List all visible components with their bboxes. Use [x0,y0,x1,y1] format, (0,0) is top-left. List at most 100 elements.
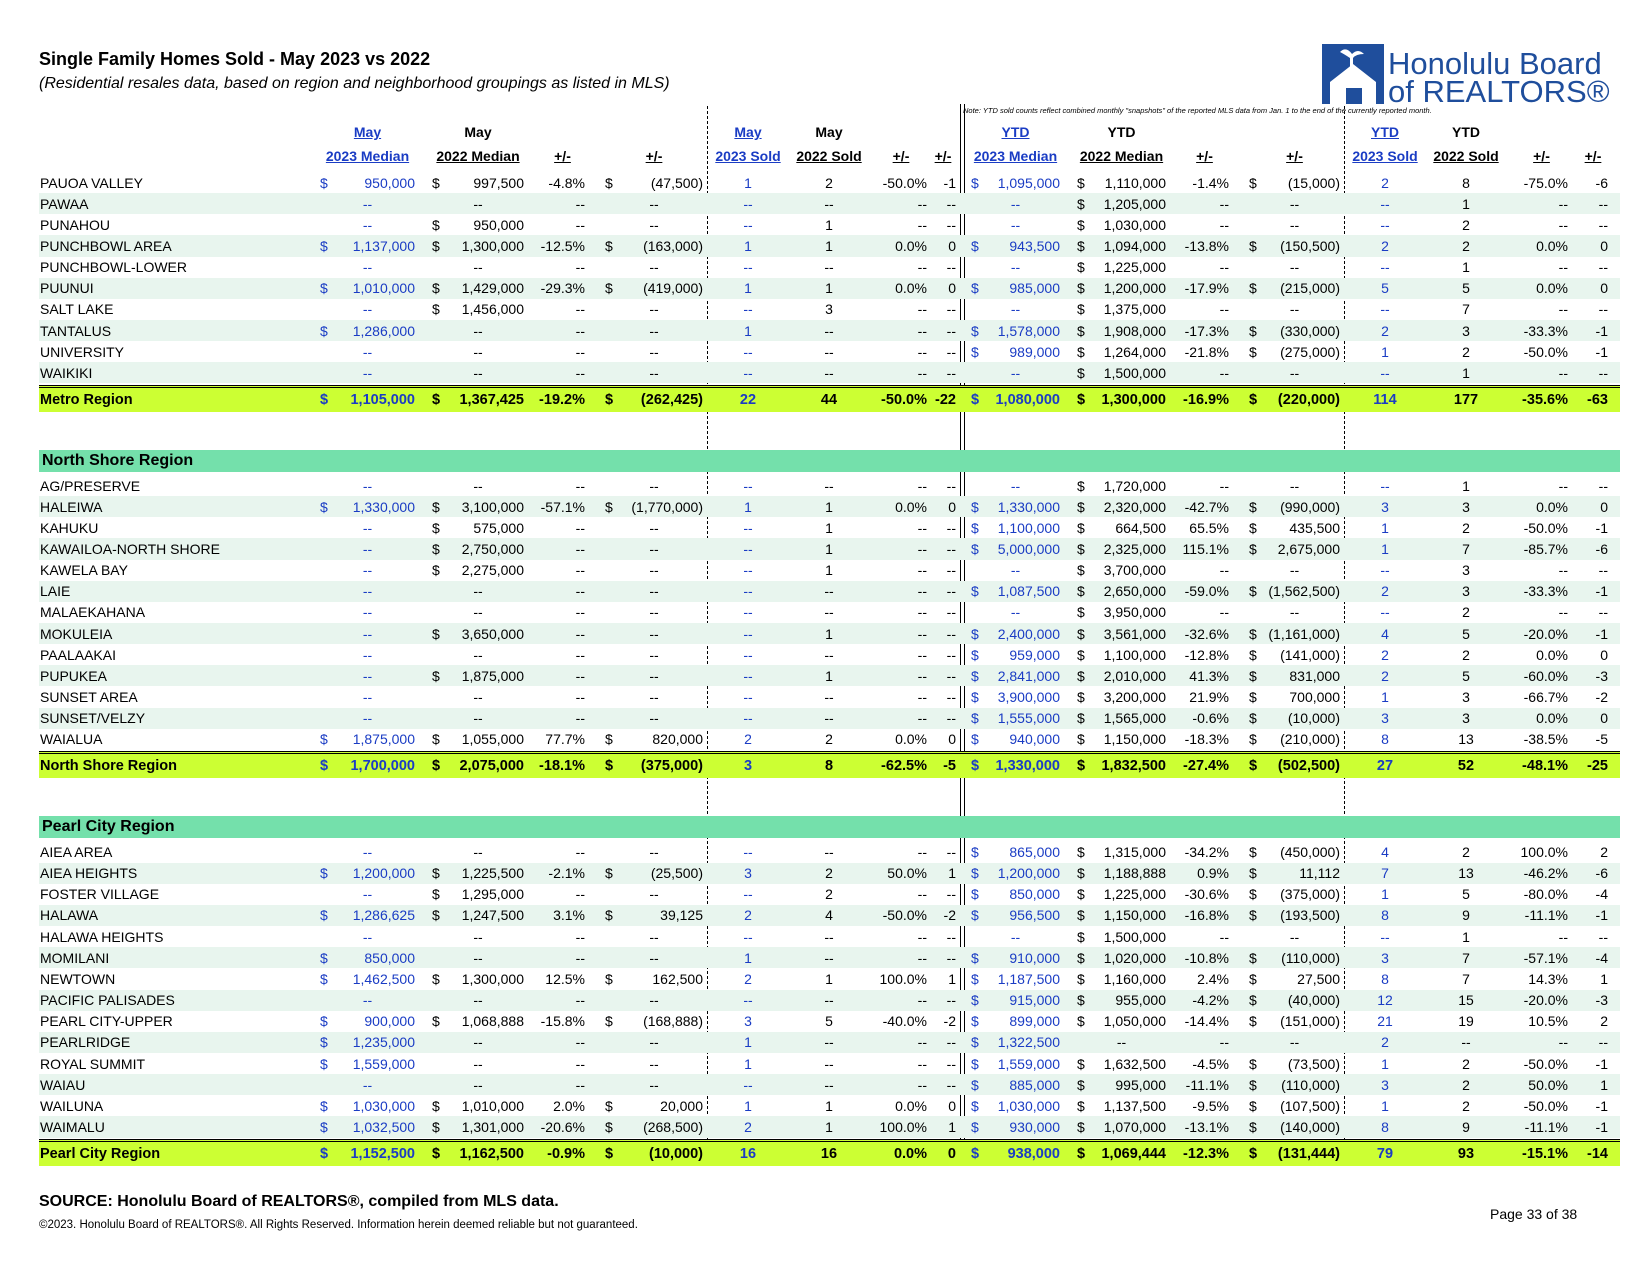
value-cell: 1 [744,322,752,339]
amount: 575,000 [473,519,524,536]
value-cell: -- [743,710,753,727]
value-cell: -- [917,216,927,233]
row-label: WAIALUA [40,731,103,748]
amount: 1,559,000 [352,1055,415,1072]
currency-symbol: $ [432,667,440,684]
currency-symbol: $ [971,907,979,924]
value-cell: -13.8% [1184,238,1229,254]
value-cell: -- [649,562,659,579]
currency-cell: $162,500 [605,968,703,989]
value-cell: -63 [1587,392,1608,408]
currency-symbol: $ [432,865,440,882]
value-cell: 93 [1457,1146,1475,1163]
currency-symbol: $ [1077,1013,1085,1030]
value-cell: -21.8% [1184,343,1229,360]
value-cell: -- [1380,477,1390,494]
column-header: +/- [645,148,663,164]
value-cell: -1 [1595,1118,1608,1135]
value-cell: -34.2% [1184,844,1229,860]
value-cell: -- [946,216,956,233]
value-cell: -- [575,364,585,381]
amount: (25,500) [650,865,703,882]
value-cell: 3 [1381,710,1389,727]
value-cell: -- [473,343,483,360]
value-cell: -- [362,992,373,1009]
value-cell: 1 [1462,195,1470,212]
row-label: AG/PRESERVE [40,477,141,494]
currency-cell: $1,050,000 [1077,1011,1166,1032]
value-cell: -- [649,1076,659,1093]
value-cell: -- [362,301,373,318]
amount: (10,000) [1287,710,1340,727]
currency-cell: $1,110,000 [1077,172,1166,193]
currency-symbol: $ [320,865,328,882]
value-cell: 1 [825,667,833,684]
currency-cell: $1,330,000 [971,754,1060,778]
value-cell: -- [473,1034,483,1051]
currency-symbol: $ [1249,343,1257,360]
amount: 1,286,625 [352,907,415,924]
currency-symbol: $ [605,758,614,775]
currency-cell: $ (375,000) [605,754,703,778]
currency-cell: $1,068,888 [432,1011,524,1032]
amount: 1,070,000 [1103,1118,1166,1135]
currency-cell: $940,000 [971,729,1060,750]
table-row: MOKULEIA -- $3,650,000 -- -- -- 1 -- -- $2,400,00… [39,623,1620,645]
section-title: North Shore Region [42,452,194,469]
table-row: ROYAL SUMMIT $1,559,000 -- -- -- 1 -- -- -- $1,55… [39,1053,1620,1074]
currency-symbol: $ [1249,392,1258,408]
value-cell: -40.0% [882,1013,927,1030]
currency-symbol: $ [320,1097,328,1114]
amount: 885,000 [1009,1076,1060,1093]
currency-cell: $27,500 [1249,968,1340,989]
currency-symbol: $ [1077,1055,1085,1072]
value-cell: 0 [948,731,956,748]
value-cell: -- [743,667,753,684]
value-cell: 2 [1462,216,1470,233]
value-cell: -13.1% [1184,1118,1229,1135]
currency-symbol: $ [1249,1055,1257,1072]
value-cell: 16 [739,1146,757,1163]
value-cell: -18.1% [539,758,585,775]
currency-symbol: $ [971,238,979,254]
amount: 985,000 [1009,280,1060,297]
amount: 1,200,000 [352,865,415,882]
currency-cell: $ (419,000) [605,278,703,299]
value-cell: -- [946,604,956,621]
value-cell: -- [1598,1034,1608,1051]
currency-cell: $1,055,000 [432,729,524,750]
amount: 959,000 [1009,646,1060,663]
value-cell: -- [362,583,373,600]
value-cell: 2 [1462,1076,1470,1093]
amount: 2,650,000 [1103,583,1166,600]
value-cell: -- [1598,195,1608,212]
value-cell: -4 [1595,949,1608,966]
value-cell: -- [743,477,753,494]
column-header: 2022 Median [436,148,520,164]
value-cell: 21 [1377,1013,1393,1030]
value-cell: -- [946,992,956,1009]
value-cell: 2 [1381,583,1389,600]
value-cell: -- [743,541,753,557]
row-label: MOMILANI [40,949,110,966]
value-cell: -- [743,195,753,212]
value-cell: 1 [744,1097,752,1114]
currency-symbol: $ [971,1146,980,1163]
amount: 1,100,000 [1103,646,1166,663]
value-cell: -42.7% [1184,498,1229,515]
row-label: PUUNUI [40,280,94,297]
currency-symbol: $ [1249,886,1257,903]
value-cell: -17.9% [1184,280,1229,297]
row-label: PUNCHBOWL-LOWER [40,259,188,276]
value-cell: -- [1010,364,1021,381]
table-row: PEARL CITY-UPPER $900,000 $1,068,888 -15.8%… [39,1011,1620,1032]
row-label: PEARL CITY-UPPER [40,1013,173,1030]
currency-symbol: $ [1077,392,1086,408]
value-cell: 2 [1462,646,1470,663]
value-cell: 115.1% [1182,541,1229,557]
currency-symbol: $ [1077,519,1085,536]
value-cell: -4.2% [1192,992,1229,1009]
value-cell: -- [1380,259,1390,276]
value-cell: -- [575,689,585,706]
currency-cell: $ (330,000) [1249,320,1340,341]
